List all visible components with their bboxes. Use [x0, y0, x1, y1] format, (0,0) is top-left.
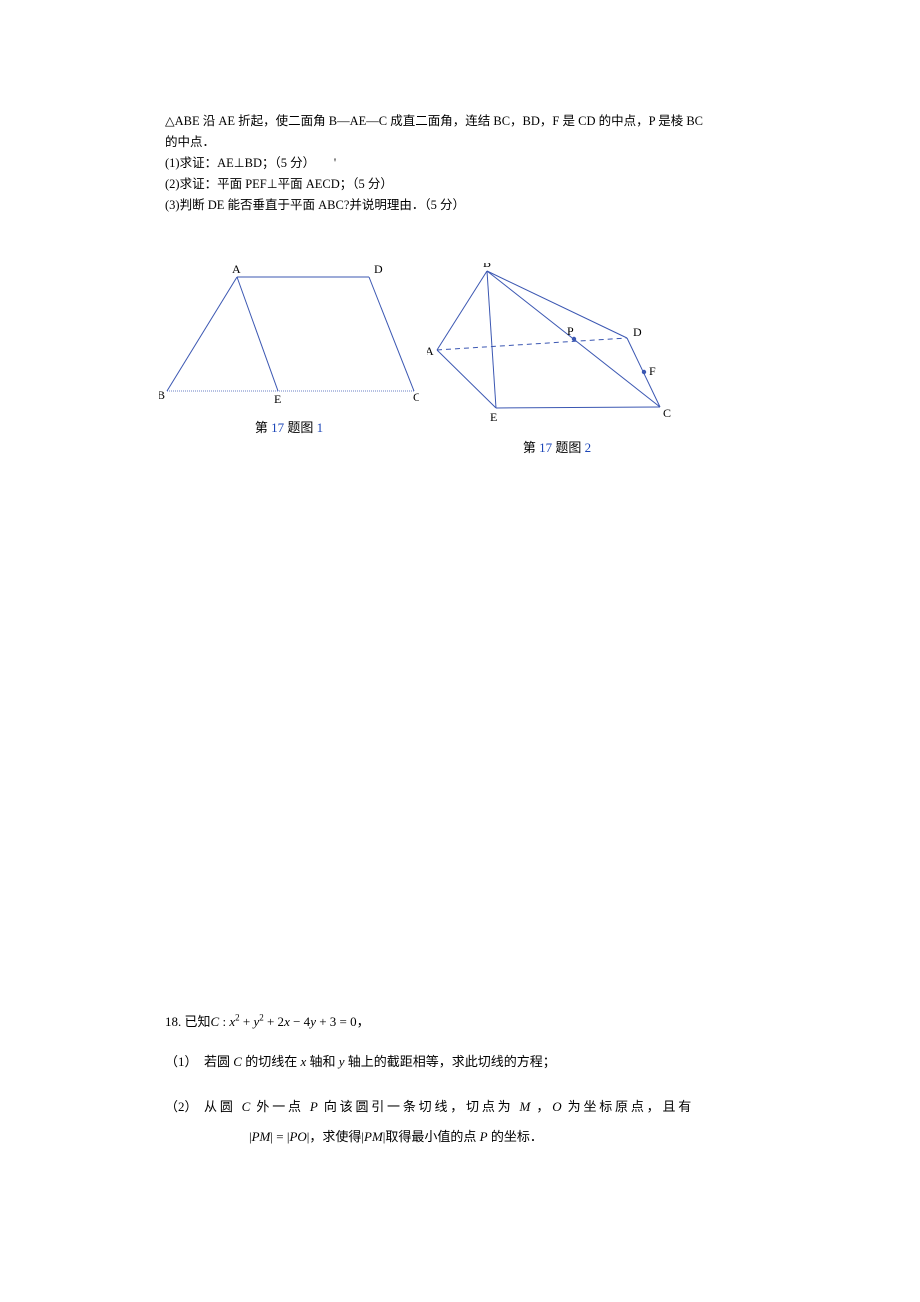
fig1-label-mid: 题图 [284, 420, 317, 435]
q18-part1-num: （1） [165, 1054, 198, 1069]
q18-pm-eq-po: |PM| = |PO| [249, 1129, 309, 1144]
q18-part2a-text: 从圆 C 外一点 P 向该圆引一条切线，切点为 M ，O 为坐标原点，且有 [204, 1099, 694, 1114]
figure-17-2-label: 第 17 题图 2 [523, 437, 591, 456]
svg-text:P: P [567, 324, 574, 338]
q18-part2: （2） 从圆 C 外一点 P 向该圆引一条切线，切点为 M ，O 为坐标原点，且… [165, 1095, 760, 1150]
svg-text:E: E [274, 392, 281, 406]
figure-17-2-wrap: A B E C D P F 第 17 题图 2 [427, 263, 687, 456]
q17-part1: (1)求证：AE⊥BD；（5 分） ' [165, 153, 760, 173]
svg-text:B: B [483, 263, 491, 270]
q18-math: C : x2 + y2 + 2x − 4y + 3 = 0 [211, 1014, 357, 1029]
q18-stem-pre: 已知 [185, 1014, 211, 1029]
svg-text:D: D [374, 263, 383, 276]
svg-text:A: A [232, 263, 241, 276]
q18-part2b-post: 取得最小值的点 P 的坐标． [385, 1129, 542, 1144]
figure-17-1-wrap: B A D C E 第 17 题图 1 [159, 263, 419, 456]
svg-text:C: C [413, 390, 419, 404]
fig2-label-mid: 题图 [552, 440, 585, 455]
svg-text:A: A [427, 344, 434, 358]
figure-17-1-label: 第 17 题图 1 [255, 417, 323, 436]
fig2-label-prefix: 第 [523, 440, 539, 455]
figure-row: B A D C E 第 17 题图 1 A B E C D P F 第 17 题图 2 [159, 263, 760, 456]
svg-text:F: F [649, 364, 656, 378]
q18-num: 18. [165, 1014, 181, 1029]
fig1-label-prefix: 第 [255, 420, 271, 435]
q17-part2: (2)求证：平面 PEF⊥平面 AECD；（5 分） [165, 174, 760, 194]
q18-stem: 18. 已知C : x2 + y2 + 2x − 4y + 3 = 0， [165, 1011, 760, 1030]
q18-part2b-mid: ，求使得 [309, 1129, 361, 1144]
fig1-label-num1: 17 [271, 420, 284, 435]
q18: 18. 已知C : x2 + y2 + 2x − 4y + 3 = 0， （1）… [165, 1011, 760, 1150]
q18-part1-text: 若圆 C 的切线在 x 轴和 y 轴上的截距相等，求此切线的方程； [204, 1054, 556, 1069]
q18-part1: （1） 若圆 C 的切线在 x 轴和 y 轴上的截距相等，求此切线的方程； [165, 1050, 760, 1075]
q17-intro-line2: 的中点． [165, 132, 760, 152]
q18-pm: |PM| [361, 1129, 385, 1144]
svg-text:E: E [490, 410, 497, 424]
figure-17-2: A B E C D P F [427, 263, 687, 433]
fig2-label-num2: 2 [585, 440, 592, 455]
q18-stem-post: ， [357, 1014, 370, 1029]
figure-17-1: B A D C E [159, 263, 419, 413]
svg-text:C: C [663, 406, 671, 420]
q18-part2b: |PM| = |PO|，求使得|PM|取得最小值的点 P 的坐标． [165, 1125, 760, 1150]
q17-intro-line1: △ABE 沿 AE 折起，使二面角 B—AE—C 成直二面角，连结 BC，BD，… [165, 111, 760, 131]
svg-text:B: B [159, 388, 165, 402]
q17-part3: (3)判断 DE 能否垂直于平面 ABC?并说明理由．（5 分） [165, 195, 760, 215]
fig1-label-num2: 1 [317, 420, 324, 435]
svg-text:D: D [633, 325, 642, 339]
q18-part2-num: （2） [165, 1099, 198, 1114]
fig2-label-num1: 17 [539, 440, 552, 455]
